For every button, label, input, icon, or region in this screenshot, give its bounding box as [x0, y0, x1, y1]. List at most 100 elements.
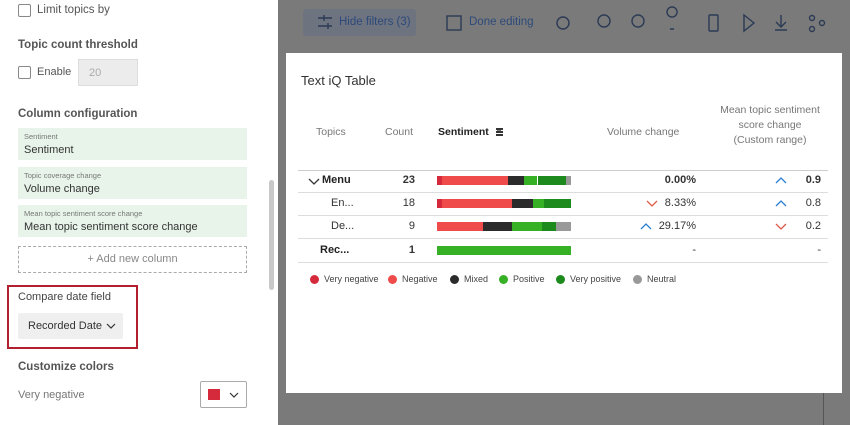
sentiment-segment	[442, 199, 513, 208]
legend-dot	[450, 275, 459, 284]
heading: Column configuration	[18, 108, 138, 120]
button-label: Hide filters (3)	[339, 16, 411, 28]
column-label: Mean topic sentiment score change	[24, 209, 143, 218]
legend-dot	[556, 275, 565, 284]
sentiment-bar	[437, 246, 571, 255]
sentiment-segment	[437, 176, 443, 185]
topic: De...	[331, 220, 355, 232]
scrollbar[interactable]	[269, 180, 274, 290]
volume-change: 8.33%	[664, 197, 696, 209]
column-value: Volume change	[24, 182, 100, 195]
sidebar: Limit topics by Topic count threshold En…	[0, 0, 266, 425]
legend-label: Positive	[513, 274, 545, 284]
sentiment-segment	[541, 222, 557, 231]
sentiment-segment	[437, 222, 483, 231]
sentiment-segment	[437, 199, 443, 208]
topic: Menu	[322, 174, 351, 186]
sentiment-segment	[544, 199, 571, 208]
swatch	[208, 389, 220, 400]
heading: Customize colors	[18, 361, 114, 373]
legend-dot	[633, 275, 642, 284]
header-line	[298, 170, 828, 171]
column-header: Topics	[316, 126, 346, 138]
row-line	[298, 262, 828, 263]
sentiment-bar	[437, 222, 571, 231]
sentiment-segment	[437, 246, 571, 255]
legend-label: Neutral	[647, 274, 677, 284]
topic: En...	[331, 197, 354, 209]
sort-icon	[497, 130, 501, 132]
input-value: 20	[89, 67, 102, 79]
legend-dot	[499, 275, 508, 284]
modal-title: Text iQ Table	[301, 73, 376, 88]
sentiment-segment	[442, 176, 509, 185]
legend-label: Very positive	[570, 274, 622, 284]
button-label: Done editing	[469, 16, 534, 28]
chevron	[106, 323, 116, 329]
sentiment-segment	[524, 176, 538, 185]
checkbox[interactable]	[18, 66, 31, 79]
count: 9	[408, 220, 415, 232]
volume-change: 0.00%	[664, 174, 696, 186]
column-value: Sentiment	[24, 144, 74, 156]
column-box[interactable]: Mean topic sentiment score change Mean to…	[18, 205, 247, 237]
trend-icon	[775, 177, 787, 184]
column-label: Sentiment	[24, 132, 58, 141]
label: Very negative	[18, 389, 85, 401]
legend-dot	[388, 275, 397, 284]
row-line	[298, 238, 828, 239]
trend-icon	[775, 200, 787, 207]
sentiment-segment	[482, 222, 513, 231]
sentiment-segment	[508, 176, 525, 185]
count: 1	[408, 244, 415, 256]
volume-change: 29.17%	[658, 220, 696, 232]
dropdown[interactable]: Recorded Date	[18, 313, 123, 339]
mean-change: 0.9	[805, 174, 821, 186]
column-box[interactable]: Sentiment Sentiment	[18, 128, 247, 160]
column-value: Mean topic sentiment score change	[24, 221, 198, 233]
volume-change: -	[692, 244, 696, 256]
row-line	[298, 192, 828, 193]
expand-icon	[308, 178, 320, 185]
column-header: Count	[385, 126, 414, 138]
row-line	[298, 215, 828, 216]
button[interactable]	[303, 9, 416, 36]
mean-change: 0.2	[805, 220, 821, 232]
count: 23	[402, 174, 415, 186]
mean-change: -	[817, 244, 821, 256]
sentiment-bar	[437, 176, 571, 185]
legend-label: Very negative	[324, 274, 379, 284]
column-box[interactable]: Topic coverage change Volume change	[18, 166, 247, 199]
column-header: Mean topic sentiment score change (Custo…	[720, 104, 820, 146]
toolbar-icons	[318, 6, 826, 33]
input[interactable]: 20	[78, 59, 138, 86]
sentiment-segment	[512, 199, 534, 208]
sort-icon	[496, 128, 503, 130]
count: 18	[402, 197, 415, 209]
heading: Topic count threshold	[18, 39, 138, 51]
heading: Compare date field	[18, 291, 111, 303]
chevron	[229, 392, 239, 398]
column-label: Topic coverage change	[24, 170, 102, 180]
sentiment-segment	[537, 176, 566, 185]
color-picker[interactable]	[200, 381, 247, 408]
sentiment-segment	[565, 176, 571, 185]
add-column[interactable]: + Add new column	[18, 246, 247, 273]
checkbox[interactable]	[18, 4, 31, 17]
sentiment-segment	[512, 222, 542, 231]
divider	[823, 393, 824, 425]
column-header: Sentiment	[438, 126, 489, 138]
sentiment-segment	[533, 199, 545, 208]
table-modal: Text iQ Table Topics Count Sentiment Volume…	[286, 53, 842, 393]
legend-dot	[310, 275, 319, 284]
mean-change: 0.8	[805, 197, 821, 209]
column-header: Volume change	[607, 126, 680, 138]
trend-icon	[775, 223, 787, 230]
topic: Rec...	[320, 244, 350, 256]
legend-label: Mixed	[464, 274, 489, 284]
sentiment-segment	[556, 222, 571, 231]
sentiment-bar	[437, 199, 571, 208]
label: Limit topics by	[37, 4, 110, 16]
highlight	[7, 285, 138, 349]
